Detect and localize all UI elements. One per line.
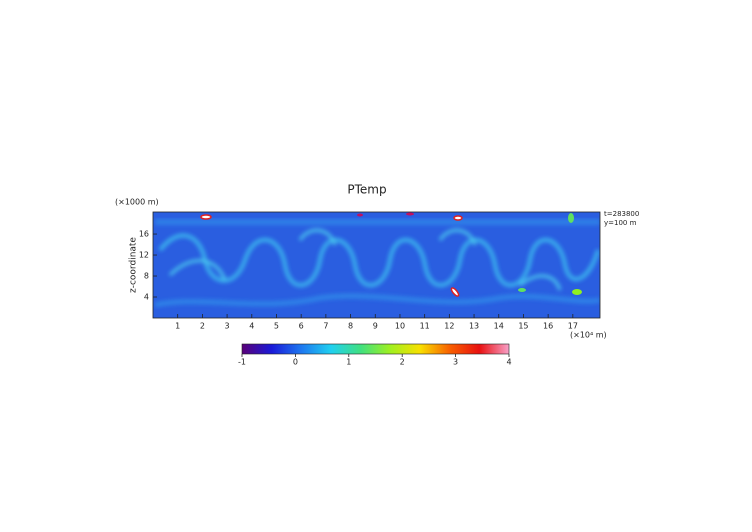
colorbar-tick-label: 1 — [346, 358, 351, 367]
warm-spot — [518, 288, 526, 292]
x-tick-label: 2 — [200, 322, 205, 331]
colorbar — [241, 343, 510, 355]
colorbar-tick-label: 4 — [506, 358, 511, 367]
x-tick-label: 11 — [420, 322, 430, 331]
y-tick-label: 8 — [144, 272, 149, 281]
warm-spot — [406, 212, 414, 216]
x-unit: (×10⁴ m) — [570, 331, 607, 340]
warm-spot — [568, 213, 574, 223]
x-tick-label: 9 — [373, 322, 378, 331]
field-swirls — [154, 219, 600, 308]
annotation: t=283800 — [604, 210, 639, 218]
chart-title: PTemp — [347, 183, 386, 197]
colorbar-tick-label: 2 — [400, 358, 405, 367]
x-tick-label: 7 — [323, 322, 328, 331]
y-tick-label: 16 — [139, 230, 149, 239]
x-tick-label: 14 — [494, 322, 504, 331]
annotation: y=100 m — [604, 219, 637, 227]
warm-spot — [357, 213, 363, 217]
plot-frame — [152, 211, 601, 319]
y-unit: (×1000 m) — [115, 198, 159, 207]
hot-spot — [453, 215, 463, 221]
x-tick-label: 5 — [274, 322, 279, 331]
x-tick-label: 3 — [225, 322, 230, 331]
colorbar-tick-label: -1 — [238, 358, 246, 367]
y-tick-label: 4 — [144, 293, 149, 302]
x-tick-label: 12 — [444, 322, 454, 331]
x-tick-label: 13 — [469, 322, 479, 331]
y-tick-label: 12 — [139, 251, 149, 260]
x-tick-label: 15 — [518, 322, 528, 331]
hot-spots — [200, 212, 582, 297]
x-tick-label: 16 — [543, 322, 553, 331]
x-tick-label: 4 — [249, 322, 254, 331]
x-tick-label: 6 — [299, 322, 304, 331]
x-tick-label: 8 — [348, 322, 353, 331]
colorbar-tick-label: 0 — [293, 358, 298, 367]
warm-spot — [572, 289, 582, 295]
hot-spot — [200, 214, 212, 220]
x-tick-label: 1 — [175, 322, 180, 331]
x-tick-label: 10 — [395, 322, 405, 331]
x-tick-label: 17 — [568, 322, 578, 331]
colorbar-tick-label: 3 — [453, 358, 458, 367]
hot-spot — [450, 287, 460, 297]
field — [153, 212, 600, 318]
y-axis-label: z-coordinate — [129, 237, 139, 293]
